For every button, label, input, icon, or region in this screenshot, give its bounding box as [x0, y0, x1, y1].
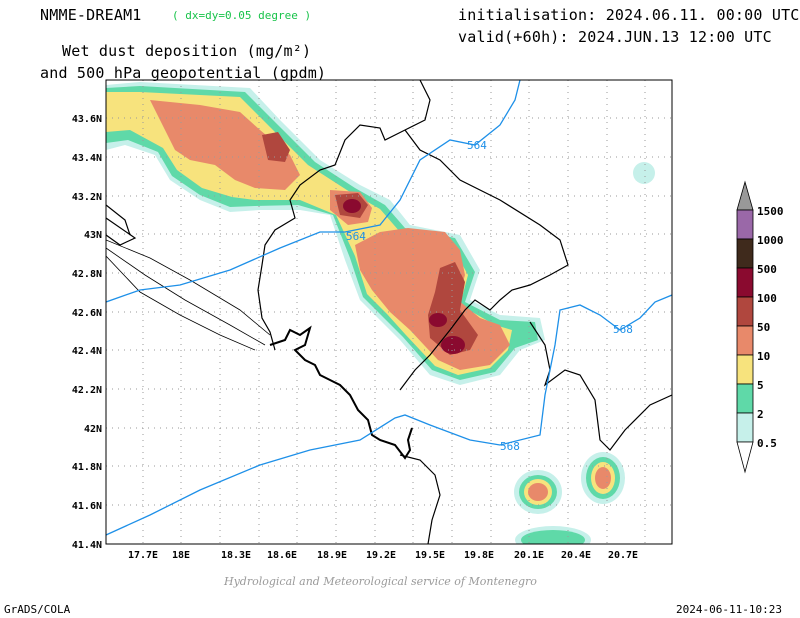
model-name: NMME-DREAM1	[40, 6, 142, 24]
contour-label: 564	[346, 230, 366, 243]
lon-tick-label: 18.6E	[267, 550, 297, 561]
lat-tick-label: 41.4N	[72, 540, 102, 551]
lat-tick-label: 42N	[84, 424, 102, 435]
field-title-line2: and 500 hPa geopotential (gpdm)	[40, 64, 327, 82]
initialisation-label: initialisation: 2024.06.11. 00:00 UTC	[458, 6, 800, 24]
colorbar-segment	[736, 209, 754, 240]
contour-label: 564	[467, 139, 487, 152]
colorbar-label: 500	[757, 263, 777, 276]
colorbar-label: 100	[757, 292, 777, 305]
grid-lines	[106, 80, 672, 544]
lon-tick-label: 18.3E	[221, 550, 251, 561]
valid-time-label: valid(+60h): 2024.JUN.13 12:00 UTC	[458, 28, 772, 46]
colorbar-segment	[736, 238, 754, 269]
dust-shading	[106, 82, 655, 544]
coastline	[269, 325, 413, 460]
lat-tick-label: 42.4N	[72, 346, 102, 357]
lat-tick-label: 42.8N	[72, 269, 102, 280]
lon-tick-label: 19.2E	[366, 550, 396, 561]
colorbar-segment	[736, 354, 754, 385]
lon-tick-label: 20.1E	[514, 550, 544, 561]
colorbar-label: 1000	[757, 234, 784, 247]
lon-tick-label: 18.9E	[317, 550, 347, 561]
colorbar-segment	[736, 325, 754, 356]
colorbar-top-arrow	[736, 180, 754, 211]
country-borders	[106, 80, 672, 544]
lon-tick-label: 20.4E	[561, 550, 591, 561]
lon-tick-label: 20.7E	[608, 550, 638, 561]
lon-tick-label: 19.8E	[464, 550, 494, 561]
lon-tick-label: 19.5E	[415, 550, 445, 561]
footer-left: GrADS/COLA	[4, 603, 71, 616]
field-title-line1: Wet dust deposition (mg/m²)	[62, 42, 312, 60]
colorbar-label: 10	[757, 350, 770, 363]
lat-tick-label: 42.6N	[72, 308, 102, 319]
lon-tick-label: 17.7E	[128, 550, 158, 561]
lat-tick-label: 43N	[84, 230, 102, 241]
lat-tick-label: 41.6N	[72, 501, 102, 512]
colorbar-label: 0.5	[757, 437, 777, 450]
lon-tick-label: 18E	[172, 550, 190, 561]
colorbar: 1500 1000 500 100 50 10 5 2 0.5	[736, 180, 784, 474]
colorbar-label: 2	[757, 408, 764, 421]
lat-tick-label: 41.8N	[72, 462, 102, 473]
colorbar-label: 5	[757, 379, 764, 392]
map-frame	[105, 79, 673, 545]
lat-tick-label: 43.2N	[72, 192, 102, 203]
minor-borders	[106, 239, 271, 351]
contour-label: 568	[613, 323, 633, 336]
credit-label: Hydrological and Meteorological service …	[224, 575, 537, 588]
colorbar-segment	[736, 412, 754, 443]
colorbar-label: 50	[757, 321, 770, 334]
geopotential-contours	[106, 80, 672, 536]
colorbar-segment	[736, 296, 754, 327]
colorbar-bottom-arrow	[736, 441, 754, 474]
colorbar-segment	[736, 267, 754, 298]
footer-right: 2024-06-11-10:23	[676, 603, 782, 616]
contour-label: 568	[500, 440, 520, 453]
colorbar-label: 1500	[757, 205, 784, 218]
lat-tick-label: 43.6N	[72, 114, 102, 125]
lat-tick-label: 42.2N	[72, 385, 102, 396]
resolution-label: ( dx=dy=0.05 degree )	[172, 9, 312, 22]
lat-tick-label: 43.4N	[72, 153, 102, 164]
colorbar-segment	[736, 383, 754, 414]
